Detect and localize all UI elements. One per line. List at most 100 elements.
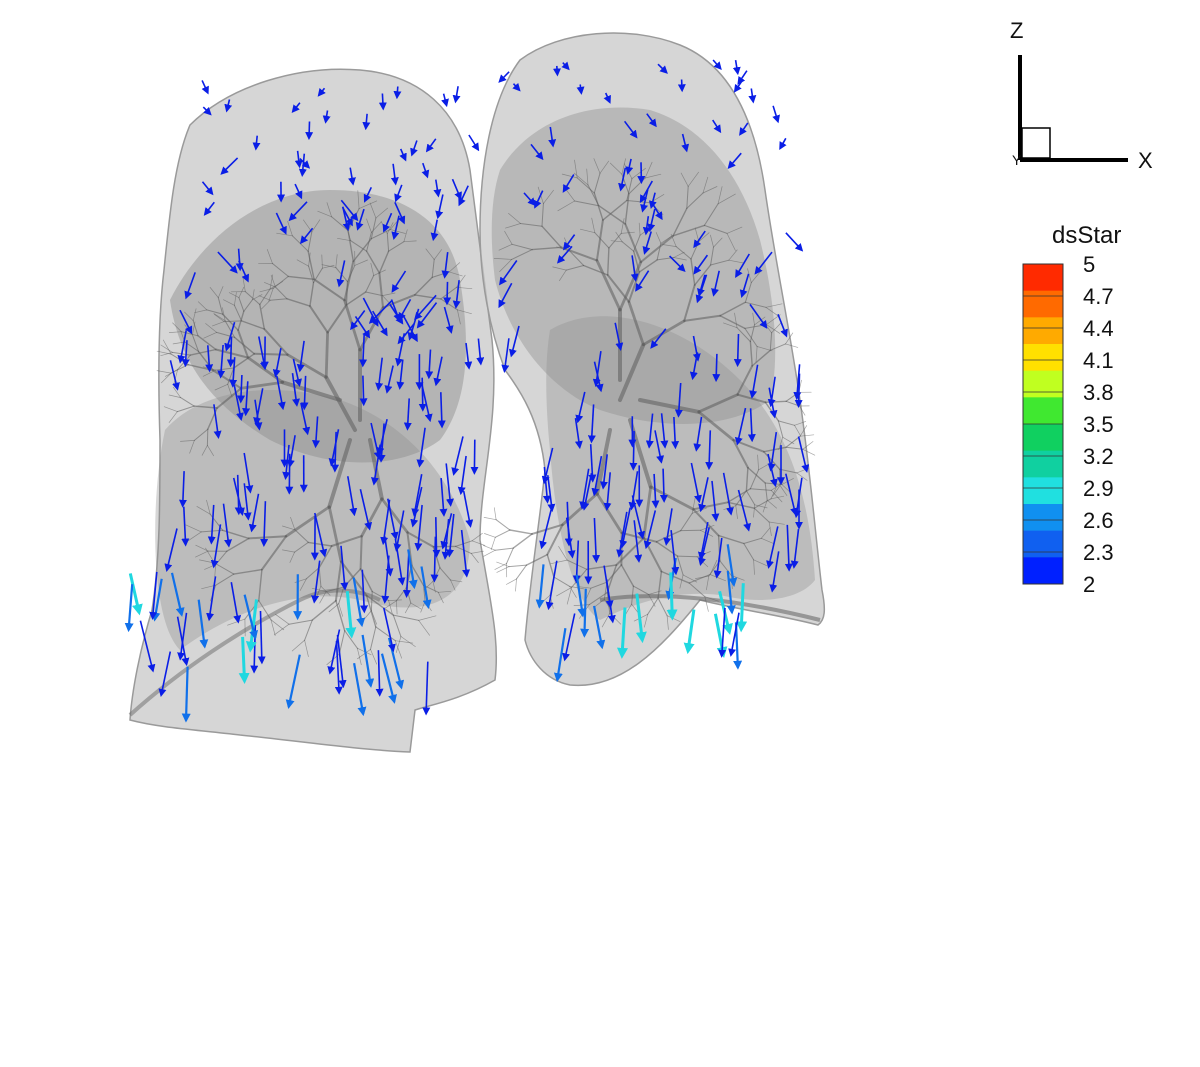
- airway-branch: [216, 387, 243, 409]
- airway-branch: [294, 541, 309, 553]
- displacement-arrow: [258, 336, 268, 371]
- airway-branch: [338, 603, 344, 617]
- legend-tick-labels: 5 4.7 4.4 4.1 3.8 3.5 3.2 2.9 2.6 2.3 2: [1023, 252, 1114, 597]
- airway-branch: [610, 240, 623, 243]
- airway-branch: [288, 619, 313, 625]
- airway-branch: [593, 192, 604, 221]
- displacement-arrow: [666, 572, 678, 621]
- airway-branch: [258, 295, 271, 301]
- airway-branch: [357, 190, 360, 209]
- displacement-arrow: [260, 501, 269, 547]
- airway-branch: [599, 160, 610, 174]
- airway-branch: [307, 250, 315, 280]
- airway-branch: [228, 292, 240, 298]
- displacement-arrow: [176, 616, 190, 667]
- airway-branch: [506, 547, 514, 565]
- airway-branch: [457, 309, 472, 315]
- airway-branch: [504, 230, 513, 245]
- displacement-arrow: [462, 490, 474, 528]
- airway-branch: [309, 281, 315, 307]
- airway-branch: [757, 454, 759, 471]
- airway-branch: [644, 613, 649, 628]
- displacement-arrow: [361, 634, 375, 688]
- airway-branch: [410, 602, 422, 610]
- airway-branch: [719, 301, 747, 317]
- airway-branch: [621, 241, 635, 252]
- displacement-arrow: [718, 607, 727, 658]
- displacement-arrow: [647, 208, 656, 233]
- displacement-arrow: [631, 495, 646, 540]
- displacement-arrow: [352, 577, 366, 628]
- displacement-arrow: [384, 365, 394, 394]
- displacement-arrow: [693, 230, 706, 249]
- airway-branch: [311, 600, 337, 621]
- airway-branch: [752, 312, 755, 326]
- airway-branch: [335, 254, 338, 268]
- displacement-arrow: [391, 270, 407, 293]
- displacement-arrow: [220, 157, 239, 175]
- displacement-arrow: [213, 404, 222, 439]
- displacement-arrow: [777, 314, 788, 338]
- displacement-arrow: [548, 126, 557, 148]
- displacement-arrow: [226, 336, 235, 368]
- airway-branch: [556, 587, 572, 597]
- airway-branch: [687, 171, 699, 187]
- displacement-arrow: [651, 473, 660, 509]
- airway-branch: [675, 246, 692, 260]
- displacement-arrow: [635, 593, 647, 644]
- displacement-arrow: [360, 569, 369, 614]
- airway-branch: [602, 199, 628, 221]
- displacement-arrow: [347, 476, 358, 517]
- displacement-arrow: [395, 333, 406, 367]
- displacement-arrow: [245, 599, 258, 653]
- legend-tick-label: 3.2: [1083, 444, 1114, 469]
- displacement-arrow: [749, 303, 768, 329]
- airway-branch: [201, 445, 208, 456]
- airway-branch: [561, 173, 578, 179]
- displacement-arrow: [207, 504, 216, 545]
- displacement-arrow: [654, 430, 665, 464]
- airway-branch: [618, 342, 646, 402]
- airway-branch: [191, 334, 199, 352]
- airway-branch: [657, 597, 668, 617]
- left-lung-base-edge: [599, 594, 821, 622]
- displacement-arrow: [561, 61, 570, 71]
- airway-branch: [274, 623, 290, 636]
- displacement-arrow: [443, 306, 454, 334]
- airway-branch: [369, 202, 377, 219]
- airway-branch: [224, 320, 236, 338]
- airway-branch: [515, 578, 517, 592]
- airway-branch: [394, 640, 403, 659]
- displacement-arrow: [370, 444, 381, 486]
- displacement-arrow: [446, 513, 455, 558]
- axes-triad: Z X Y: [1010, 18, 1153, 173]
- displacement-arrow: [659, 468, 668, 503]
- displacement-arrow: [562, 174, 575, 193]
- airway-branch: [173, 369, 179, 384]
- displacement-arrow: [359, 375, 368, 407]
- airway-branch: [414, 276, 433, 296]
- airway-branch: [330, 535, 363, 547]
- airway-branch: [237, 310, 245, 331]
- displacement-arrow: [794, 373, 803, 408]
- airway-branch: [751, 349, 771, 367]
- airway-branch: [495, 519, 511, 531]
- displacement-arrow: [553, 628, 567, 683]
- displacement-arrow: [727, 152, 742, 170]
- airway-branch: [499, 259, 513, 272]
- airway-branch: [802, 441, 814, 450]
- airway-branch: [406, 531, 435, 548]
- displacement-arrow: [530, 143, 544, 161]
- displacement-arrow: [383, 607, 396, 653]
- displacement-arrow: [648, 192, 657, 210]
- airway-branch: [778, 436, 784, 450]
- airway-branch: [638, 259, 658, 273]
- airway-branch: [620, 564, 635, 587]
- airway-branch: [284, 505, 331, 538]
- airway-branch: [269, 274, 274, 290]
- airway-branch: [703, 203, 719, 226]
- airway-branch: [710, 234, 714, 248]
- airway-branch: [470, 553, 479, 563]
- airway-branch: [259, 288, 271, 305]
- airway-branch: [321, 254, 323, 269]
